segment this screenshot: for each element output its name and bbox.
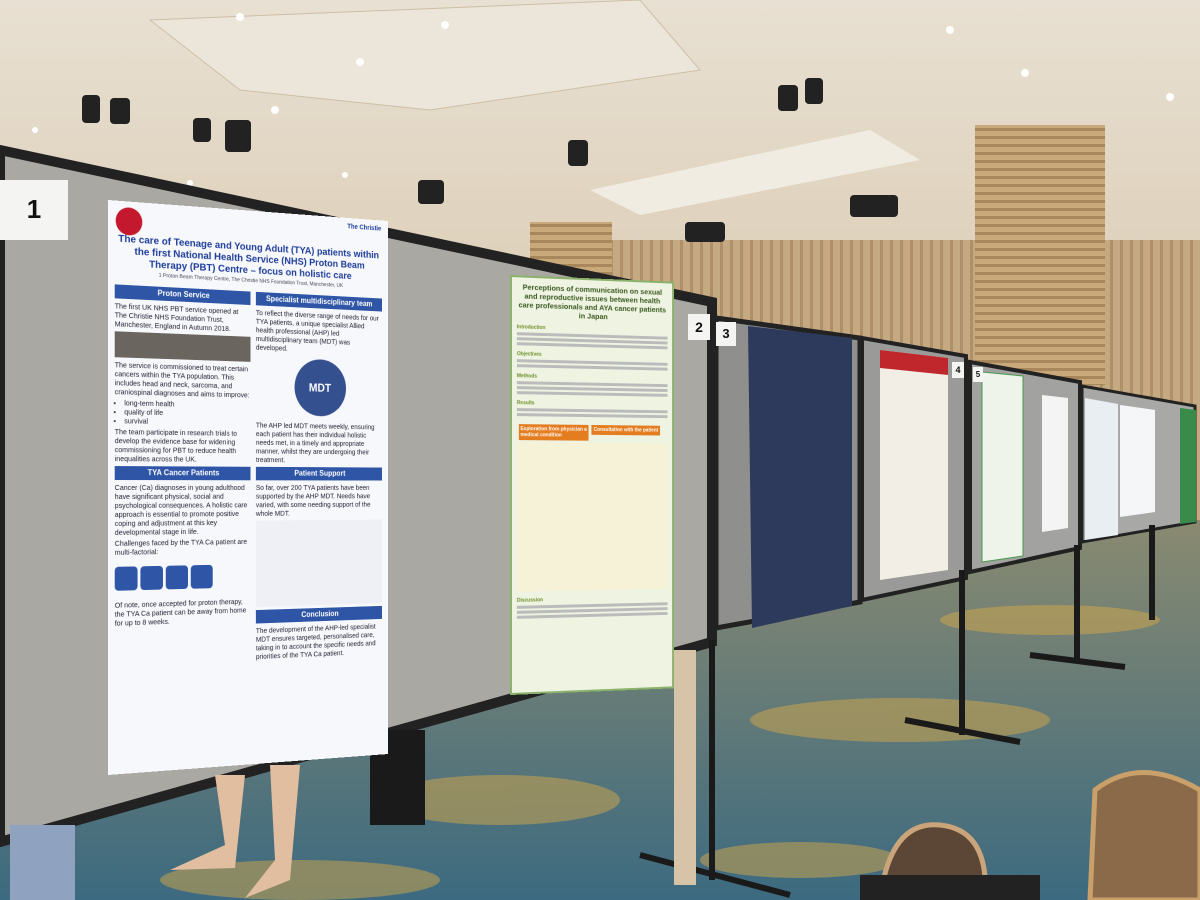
column [975,125,1105,385]
leg-post [674,650,696,885]
board-number: 4 [952,362,964,378]
bullet-list: long-term health quality of life surviva… [124,398,250,427]
paragraph: Challenges faced by the TYA Ca patient a… [114,537,248,557]
paragraph: Of note, once accepted for proton therap… [114,597,247,628]
section-heading: TYA Cancer Patients [114,466,251,481]
section-heading: Results [516,400,535,407]
board-number: 5 [973,367,983,382]
paragraph: To reflect the diverse range of needs fo… [255,307,379,353]
mdt-diagram: MDT [294,358,346,417]
poster-7 [1085,398,1118,540]
poster-9 [1180,408,1196,524]
figure-box: Exploration from physician a medical con… [518,424,589,441]
poster-5 [981,371,1024,563]
poster-2: Perceptions of communication on sexual a… [510,275,674,695]
paragraph: Cancer (Ca) diagnoses in young adulthood… [114,482,248,537]
ceiling-lights [32,13,1174,186]
paragraph: The service is commissioned to treat cer… [114,359,250,400]
column: Specialist multidisciplinary team To ref… [255,289,383,663]
poster-6 [1042,395,1068,532]
body-figure [255,519,383,608]
paragraph: The AHP led MDT meets weekly, ensuring e… [255,420,375,465]
board-number: 3 [716,322,736,346]
figure [516,442,668,592]
board-number: 2 [688,314,710,340]
ceiling-recess [590,130,920,215]
figure-box: Consultation with the patient [591,424,661,436]
org-name: The Christie [347,223,382,233]
ceiling-recess [148,0,701,111]
poster-8 [1120,405,1155,517]
chairs [860,770,1200,900]
spotlights [82,78,898,242]
section-heading: Conclusion [255,605,383,624]
columns: Proton Service The first UK NHS PBT serv… [114,281,383,669]
paragraph: The first UK NHS PBT service opened at T… [114,300,239,333]
paragraph: The development of the AHP-led specialis… [255,621,376,661]
section-heading: Patient Support [255,466,383,481]
poster-4 [880,350,948,580]
carpet-pattern [160,605,1160,900]
paragraph: So far, over 200 TYA patients have been … [255,482,371,518]
poster-4-header [880,350,948,375]
board-legs [639,525,1155,898]
poster-title: Perceptions of communication on sexual a… [518,282,666,322]
people [10,730,425,900]
poster-3 [748,326,852,628]
board-number: 1 [0,180,68,240]
poster-1: The Christie The care of Teenage and You… [108,200,388,775]
hexagons [114,556,251,598]
photo [114,331,251,362]
paragraph: The team participate in research trials … [114,427,237,464]
bullet: survival [124,416,250,427]
column: Proton Service The first UK NHS PBT serv… [114,281,251,669]
